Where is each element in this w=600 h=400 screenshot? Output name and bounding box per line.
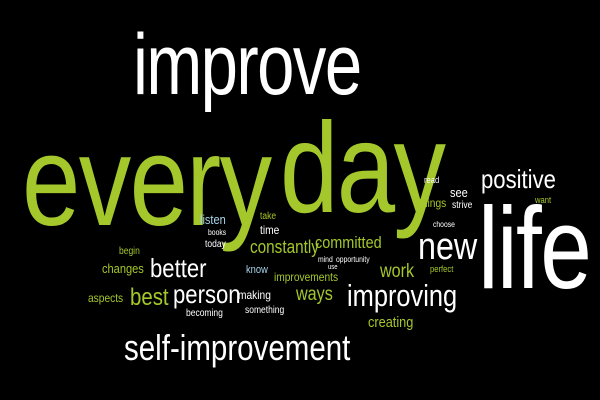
word-perfect: perfect	[430, 264, 454, 274]
word-creating: creating	[368, 314, 414, 331]
word-want: want	[535, 195, 552, 205]
word-something: something	[245, 305, 285, 316]
word-today: today	[205, 239, 226, 250]
word-self-improvement: self-improvement	[124, 327, 351, 368]
word-begin: begin	[119, 246, 140, 257]
word-opportunity: opportunity	[336, 255, 370, 264]
word-life: life	[478, 183, 592, 313]
word-better: better	[150, 253, 207, 283]
word-best: best	[130, 284, 169, 311]
word-strive: strive	[452, 200, 473, 211]
word-see: see	[450, 185, 468, 200]
word-use: use	[328, 264, 338, 271]
word-becoming: becoming	[186, 308, 223, 319]
word-making: making	[238, 288, 271, 302]
word-improvements: improvements	[274, 270, 339, 284]
word-day: day	[280, 97, 446, 240]
word-every: every	[22, 110, 272, 253]
word-choose: choose	[433, 220, 455, 229]
word-mind: mind	[318, 255, 333, 264]
word-listen: listen	[200, 212, 226, 227]
word-take: take	[260, 211, 277, 222]
word-read: read	[424, 175, 440, 185]
word-improve: improve	[133, 17, 362, 113]
word-know: know	[246, 264, 268, 276]
word-work: work	[380, 261, 415, 282]
word-things: things	[419, 196, 447, 210]
word-time: time	[260, 223, 280, 237]
word-books: books	[208, 228, 227, 237]
word-aspects: aspects	[88, 291, 124, 305]
word-changes: changes	[102, 261, 144, 276]
word-ways: ways	[296, 284, 333, 305]
word-constantly: constantly	[250, 237, 319, 257]
word-improving: improving	[347, 278, 458, 313]
word-committed: committed	[315, 233, 382, 252]
word-person: person	[173, 279, 241, 309]
word-positive: positive	[481, 164, 556, 194]
word-new: new	[418, 226, 478, 268]
